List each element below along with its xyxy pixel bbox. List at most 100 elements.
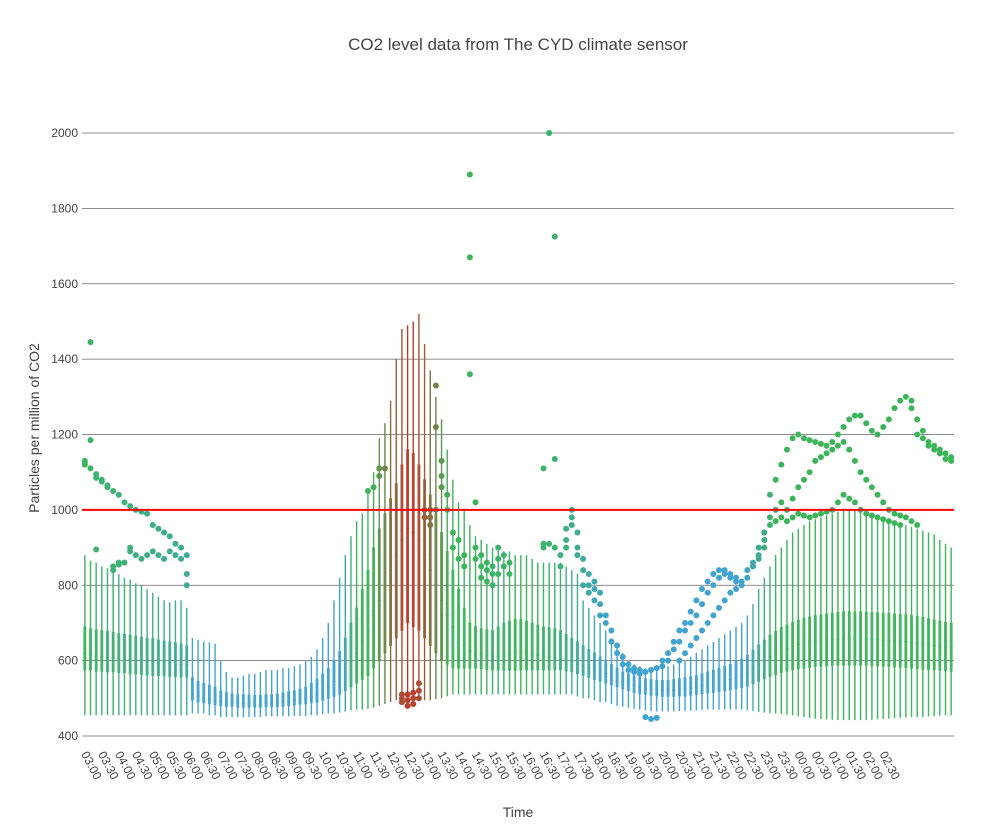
box-group [699, 586, 706, 710]
box-group [81, 457, 88, 716]
box-iqr [383, 513, 387, 654]
box-iqr [417, 464, 421, 631]
outlier-point [591, 586, 598, 593]
outlier-point [466, 171, 473, 178]
box-group [489, 547, 496, 695]
outlier-point [789, 514, 796, 521]
box-group [166, 533, 173, 716]
box-iqr [230, 693, 234, 707]
outlier-point [846, 446, 853, 453]
box-group [608, 627, 615, 704]
box-group [568, 506, 575, 695]
box-iqr [927, 618, 930, 670]
box-group [421, 344, 428, 701]
outlier-point [914, 521, 921, 528]
outlier-point [631, 668, 638, 675]
box-iqr [683, 677, 687, 697]
box-group [472, 499, 479, 695]
box-group [857, 412, 864, 721]
outlier-point [149, 548, 156, 555]
outlier-point [591, 578, 598, 585]
outlier-point [806, 514, 813, 521]
outlier-point [563, 537, 570, 544]
outlier-point [602, 619, 609, 626]
outlier-point [874, 514, 881, 521]
box-iqr [349, 622, 353, 688]
outlier-point [455, 537, 462, 544]
box-iqr [615, 667, 619, 688]
box-group [908, 397, 915, 718]
outlier-point [138, 555, 145, 562]
outlier-point [682, 627, 689, 634]
outlier-point [806, 437, 813, 444]
box-group [585, 570, 592, 699]
box-group [761, 529, 768, 713]
outlier-point [568, 521, 575, 528]
box-group [275, 670, 279, 717]
outlier-point [744, 567, 751, 574]
box-group [183, 552, 190, 716]
box-group [721, 567, 728, 710]
box-group [370, 472, 377, 708]
outlier-point [766, 521, 773, 528]
box-group [636, 666, 643, 710]
outlier-point [178, 544, 185, 551]
outlier-point [829, 439, 836, 446]
outlier-point [891, 510, 898, 517]
outlier-point [721, 570, 728, 577]
outlier-point [795, 510, 802, 517]
box-iqr [893, 613, 896, 668]
outlier-point [851, 412, 858, 419]
y-tick-label: 800 [58, 578, 78, 592]
outlier-point [710, 570, 717, 577]
box-group [710, 570, 717, 710]
outlier-point [597, 612, 604, 619]
outlier-point [110, 567, 117, 574]
outlier-point [716, 604, 723, 611]
outlier-point [733, 578, 739, 585]
box-group [478, 540, 485, 695]
outlier-point [863, 510, 870, 517]
outlier-point [783, 446, 790, 453]
box-iqr [202, 682, 206, 704]
outlier-point [727, 574, 734, 581]
outlier-point [563, 525, 570, 532]
box-iqr [89, 628, 92, 671]
outlier-point [81, 461, 88, 468]
outlier-point [699, 601, 706, 608]
box-group [483, 543, 490, 695]
box-group [687, 608, 694, 711]
box-iqr [270, 694, 274, 708]
box-iqr [910, 615, 913, 669]
box-iqr [83, 626, 87, 671]
outlier-point [614, 642, 621, 649]
box-group [530, 558, 534, 695]
outlier-point [580, 582, 587, 589]
outlier-point [942, 455, 949, 462]
outlier-point [925, 442, 932, 449]
box-group [682, 619, 689, 712]
outlier-point [885, 518, 892, 525]
box-group [778, 461, 785, 715]
box-group [948, 454, 955, 716]
y-tick-label: 1000 [51, 503, 78, 517]
box-iqr [898, 613, 902, 668]
box-group [800, 435, 807, 718]
outlier-point [648, 716, 655, 723]
outlier-point [614, 650, 621, 657]
outlier-point [778, 499, 785, 506]
outlier-point [574, 529, 581, 536]
box-group [115, 491, 122, 716]
box-iqr [649, 679, 653, 696]
box-group [219, 660, 223, 718]
box-iqr [570, 637, 574, 673]
outlier-point [495, 555, 502, 562]
outlier-point [376, 472, 383, 479]
box-group [540, 465, 547, 695]
box-group [364, 488, 371, 709]
box-group [897, 397, 904, 718]
outlier-point [733, 586, 739, 593]
box-iqr [598, 656, 602, 682]
box-group [642, 668, 649, 721]
outlier-point [919, 427, 926, 434]
